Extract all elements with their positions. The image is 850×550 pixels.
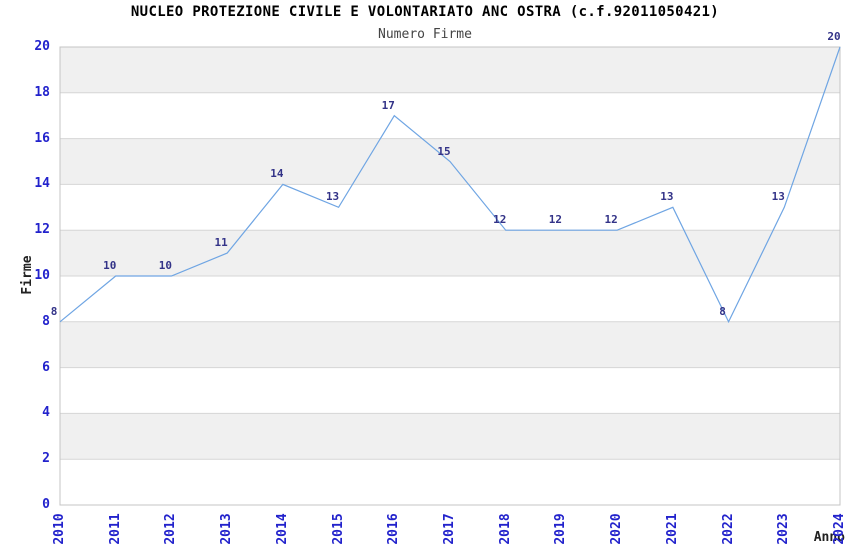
chart-subtitle: Numero Firme	[378, 27, 472, 42]
grid-band	[60, 184, 840, 231]
grid-band	[60, 459, 840, 505]
series-line	[59, 46, 841, 324]
grid-band	[60, 367, 840, 414]
plot-border	[59, 46, 841, 506]
grid-band	[60, 92, 840, 139]
grid-band	[60, 276, 840, 322]
grid-band	[60, 47, 840, 93]
grid-band	[60, 413, 840, 460]
grid-band	[60, 321, 840, 368]
grid-band	[60, 230, 840, 276]
chart-title: NUCLEO PROTEZIONE CIVILE E VOLONTARIATO …	[130, 4, 720, 20]
